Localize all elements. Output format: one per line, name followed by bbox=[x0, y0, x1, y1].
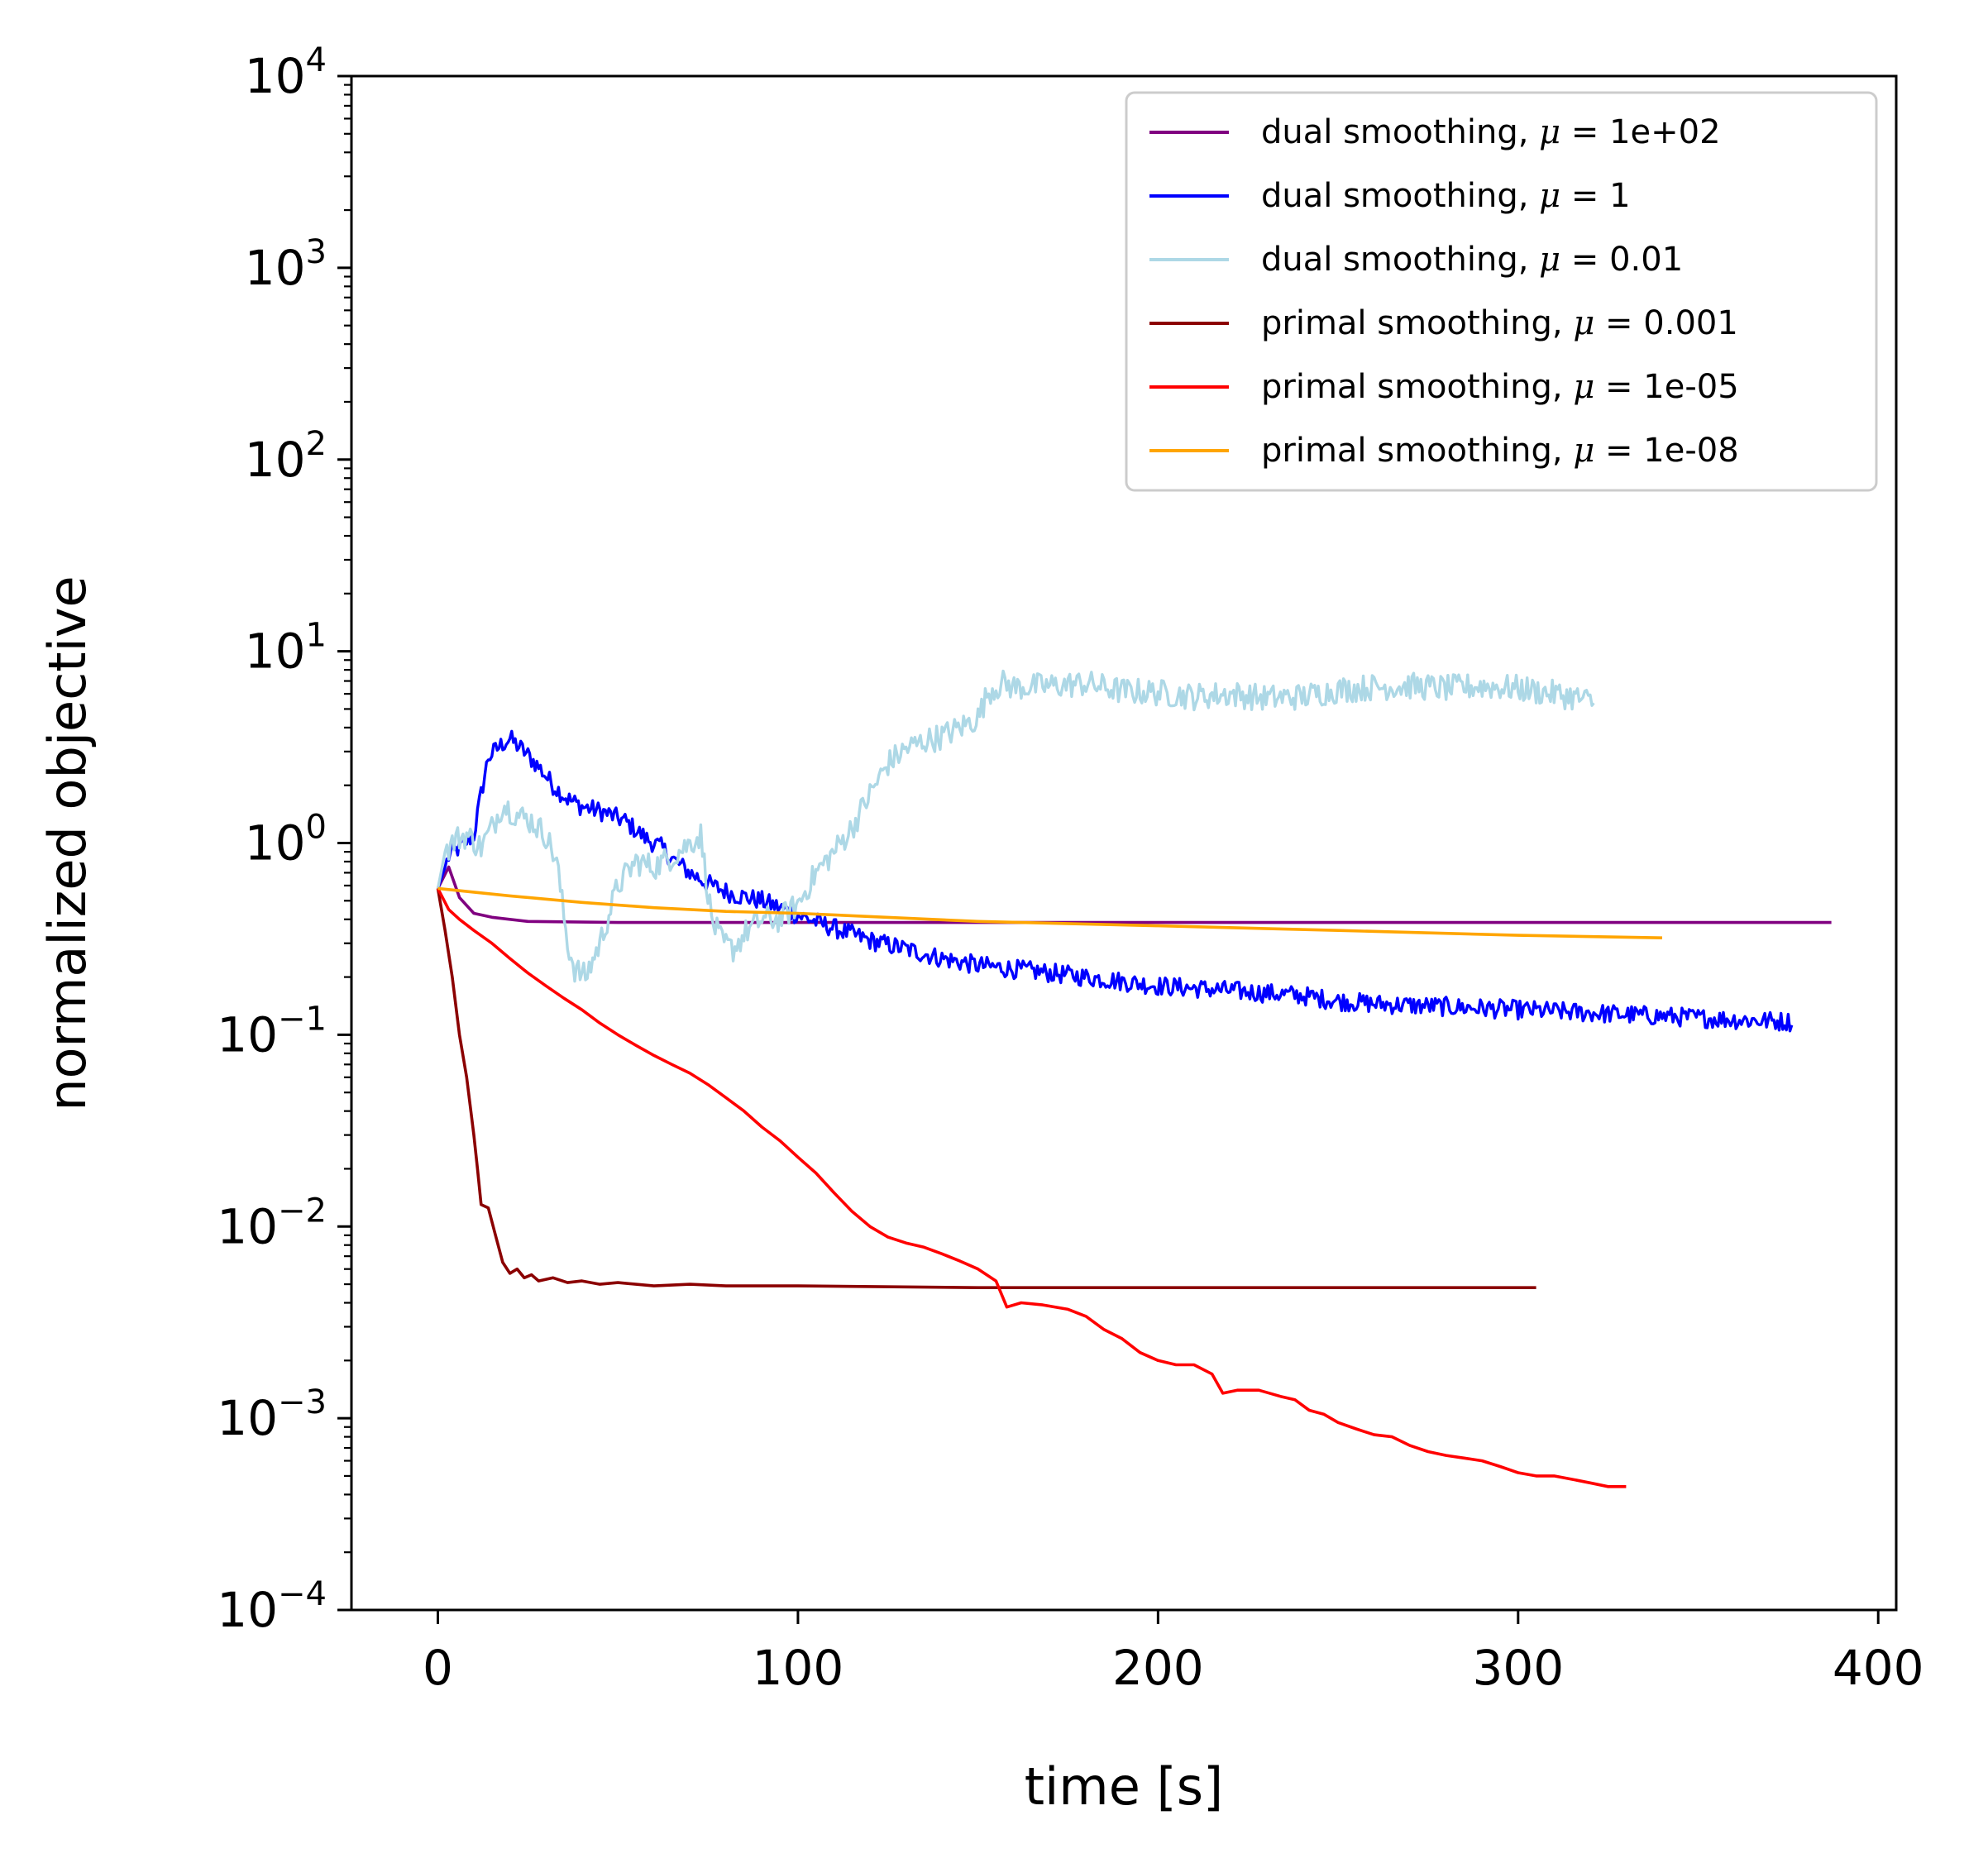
x-tick-label: 100 bbox=[753, 1640, 844, 1696]
y-tick-label: 10−4 bbox=[217, 1575, 327, 1638]
x-tick-label: 0 bbox=[423, 1640, 453, 1696]
legend-label: primal smoothing, μ = 1e-05 bbox=[1261, 368, 1739, 406]
series-layer bbox=[436, 669, 1832, 1488]
series-line-3 bbox=[436, 888, 1536, 1289]
y-tick-label: 10−1 bbox=[217, 1000, 327, 1063]
legend-label: dual smoothing, μ = 1 bbox=[1261, 177, 1631, 215]
x-tick-label: 400 bbox=[1833, 1640, 1924, 1696]
y-tick-label: 100 bbox=[245, 809, 327, 872]
x-axis-label: time [s] bbox=[1025, 1756, 1223, 1817]
legend-label: dual smoothing, μ = 0.01 bbox=[1261, 241, 1683, 279]
legend-label: dual smoothing, μ = 1e+02 bbox=[1261, 113, 1721, 151]
series-line-2 bbox=[436, 669, 1595, 983]
y-tick-label: 10−3 bbox=[217, 1383, 327, 1446]
y-axis: 10−4 10−3 10−2 10−1 100 101 102 103 104 bbox=[217, 41, 351, 1638]
legend-label: primal smoothing, μ = 0.001 bbox=[1261, 304, 1738, 342]
y-tick-label: 101 bbox=[245, 617, 327, 680]
y-tick-label: 10−2 bbox=[217, 1192, 327, 1254]
y-axis-label: normalized objective bbox=[37, 576, 98, 1111]
x-tick-label: 200 bbox=[1112, 1640, 1204, 1696]
series-line-5 bbox=[437, 886, 1663, 939]
series-line-4 bbox=[436, 887, 1627, 1488]
legend-label: primal smoothing, μ = 1e-08 bbox=[1261, 432, 1739, 470]
y-tick-label: 104 bbox=[245, 41, 327, 104]
legend: dual smoothing, μ = 1e+02 dual smoothing,… bbox=[1125, 91, 1878, 492]
x-axis: 0 100 200 300 400 bbox=[423, 1610, 1924, 1696]
y-tick-label: 103 bbox=[245, 233, 327, 296]
x-tick-label: 300 bbox=[1472, 1640, 1564, 1696]
y-tick-label: 102 bbox=[245, 425, 327, 488]
legend-box bbox=[1125, 91, 1878, 492]
series-line-1 bbox=[436, 729, 1794, 1033]
series-line-0 bbox=[436, 865, 1832, 924]
